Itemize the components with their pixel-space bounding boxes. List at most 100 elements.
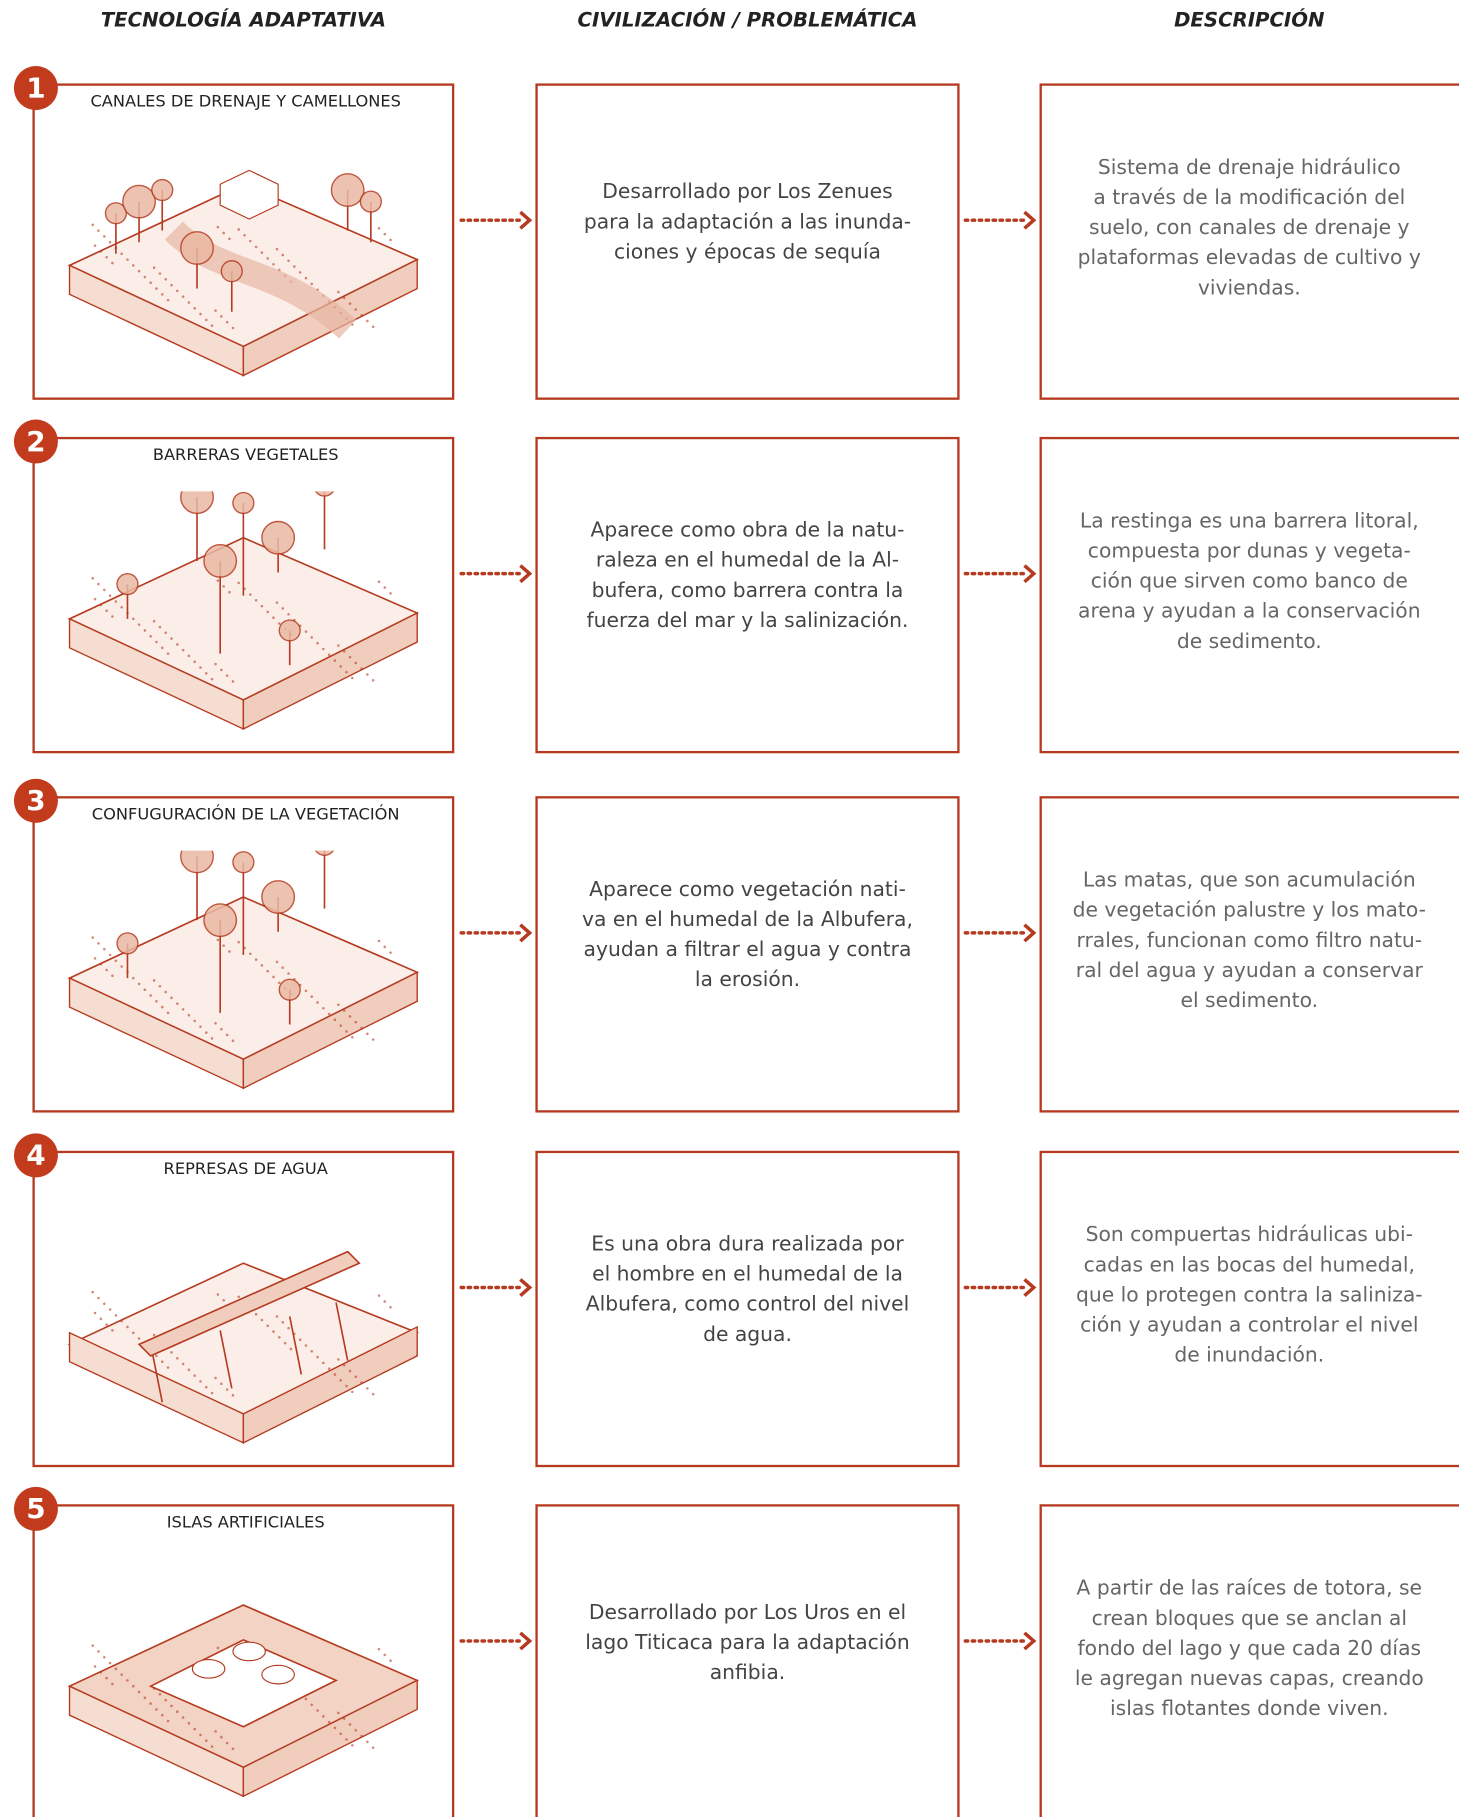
texture-dot	[187, 1722, 191, 1725]
texture-dot	[187, 301, 191, 304]
description-box	[1039, 436, 1459, 754]
plant-crown	[203, 903, 238, 938]
texture-dot	[170, 1351, 173, 1354]
texture-dot	[260, 604, 264, 608]
texture-dot	[152, 1333, 156, 1337]
texture-dot	[210, 324, 214, 327]
texture-dot	[220, 315, 223, 318]
texture-dot	[108, 594, 112, 597]
texture-dot	[105, 609, 108, 613]
texture-dot	[310, 1703, 314, 1707]
texture-dot	[310, 636, 314, 639]
texture-dot	[327, 1367, 331, 1370]
civilization-text: Desarrollado por Los Uros en el lago Titi…	[535, 1551, 959, 1736]
illustration	[67, 1604, 420, 1798]
text-line: La restinga es una barrera litoral,	[1079, 509, 1419, 534]
texture-dot	[176, 1002, 179, 1005]
texture-dot	[231, 326, 235, 330]
texture-dot	[342, 296, 346, 300]
arrow	[459, 923, 533, 943]
texture-dot	[216, 579, 220, 582]
plant-crown	[278, 619, 301, 642]
texture-dot	[237, 940, 241, 944]
text-line: compuesta por dunas y vegeta-	[1087, 540, 1411, 564]
plant-crown	[151, 178, 174, 202]
texture-dot	[166, 1011, 170, 1015]
texture-dot	[103, 588, 106, 592]
plant-crown	[232, 491, 255, 515]
texture-dot	[93, 957, 97, 960]
texture-dot	[193, 1374, 196, 1377]
texture-dot	[205, 1739, 208, 1742]
texture-dot	[214, 1022, 217, 1025]
texture-dot	[333, 1726, 337, 1730]
texture-dot	[327, 1012, 331, 1016]
texture-dot	[176, 643, 179, 646]
texture-dot	[272, 262, 275, 266]
texture-dot	[126, 1325, 129, 1329]
texture-dot	[108, 1661, 112, 1665]
slab-side	[242, 1679, 418, 1798]
plant-crown	[330, 173, 365, 207]
technology-title: REPRESAS DE AGUA	[163, 1160, 328, 1179]
texture-dot	[366, 319, 369, 323]
texture-dot	[371, 1038, 375, 1041]
text-line: ción y ayudan a controlar el nivel	[1080, 1314, 1419, 1338]
civilization-box	[535, 1150, 960, 1468]
texture-dot	[354, 661, 358, 665]
texture-dot	[351, 676, 354, 680]
texture-dot	[214, 309, 217, 312]
texture-dot	[377, 227, 381, 230]
texture-dot	[164, 1698, 167, 1702]
texture-dot	[181, 1716, 185, 1719]
texture-dot	[176, 1356, 179, 1360]
texture-dot	[97, 1650, 100, 1653]
texture-dot	[327, 653, 331, 657]
gate-post	[335, 1302, 349, 1361]
texture-dot	[298, 1338, 302, 1341]
texture-dot	[137, 1690, 141, 1694]
arrow	[963, 1631, 1037, 1651]
civilization-box	[535, 83, 960, 400]
plant-crown	[122, 184, 156, 219]
texture-dot	[210, 1391, 214, 1395]
text-line: a través de la modificación del	[1093, 186, 1406, 210]
technology-title: CONFUGURACIÓN DE LA VEGETACIÓN	[91, 805, 400, 824]
texture-dot	[149, 994, 152, 997]
text-line: arena y ayudan a la conservación	[1078, 600, 1421, 624]
texture-dot	[166, 1719, 170, 1723]
arrow	[963, 564, 1037, 584]
texture-dot	[366, 1032, 369, 1036]
description-box	[1039, 83, 1459, 400]
texture-dot	[310, 1350, 314, 1353]
texture-dot	[354, 1728, 358, 1732]
texture-dot	[210, 1745, 214, 1748]
texture-dot	[216, 938, 220, 942]
texture-dot	[143, 629, 147, 632]
texture-dot	[160, 293, 164, 296]
texture-dot	[281, 253, 285, 257]
texture-dot	[316, 1355, 319, 1359]
texture-dot	[360, 667, 363, 670]
texture-dot	[351, 1744, 354, 1747]
texture-dot	[275, 960, 279, 964]
texture-dot	[120, 965, 123, 968]
texture-dot	[105, 256, 108, 259]
civilization-text: Es una obra dura realizada por el hombre …	[535, 1197, 959, 1382]
texture-dot	[366, 673, 369, 676]
column-header: CIVILIZACIÓN / PROBLEMÁTICA	[577, 9, 918, 33]
texture-dot	[193, 306, 196, 310]
texture-dot	[304, 276, 308, 280]
texture-dot	[137, 269, 141, 273]
texture-dot	[97, 1296, 100, 1300]
texture-dot	[266, 610, 269, 614]
texture-dot	[120, 605, 123, 609]
house	[219, 169, 279, 220]
texture-dot	[287, 259, 290, 263]
slab-top	[67, 1262, 420, 1427]
texture-dot	[275, 247, 279, 251]
texture-dot	[225, 1741, 229, 1745]
civilization-text: Aparece como vegetación nati-va en el hu…	[535, 843, 959, 1028]
texture-dot	[216, 1646, 220, 1650]
